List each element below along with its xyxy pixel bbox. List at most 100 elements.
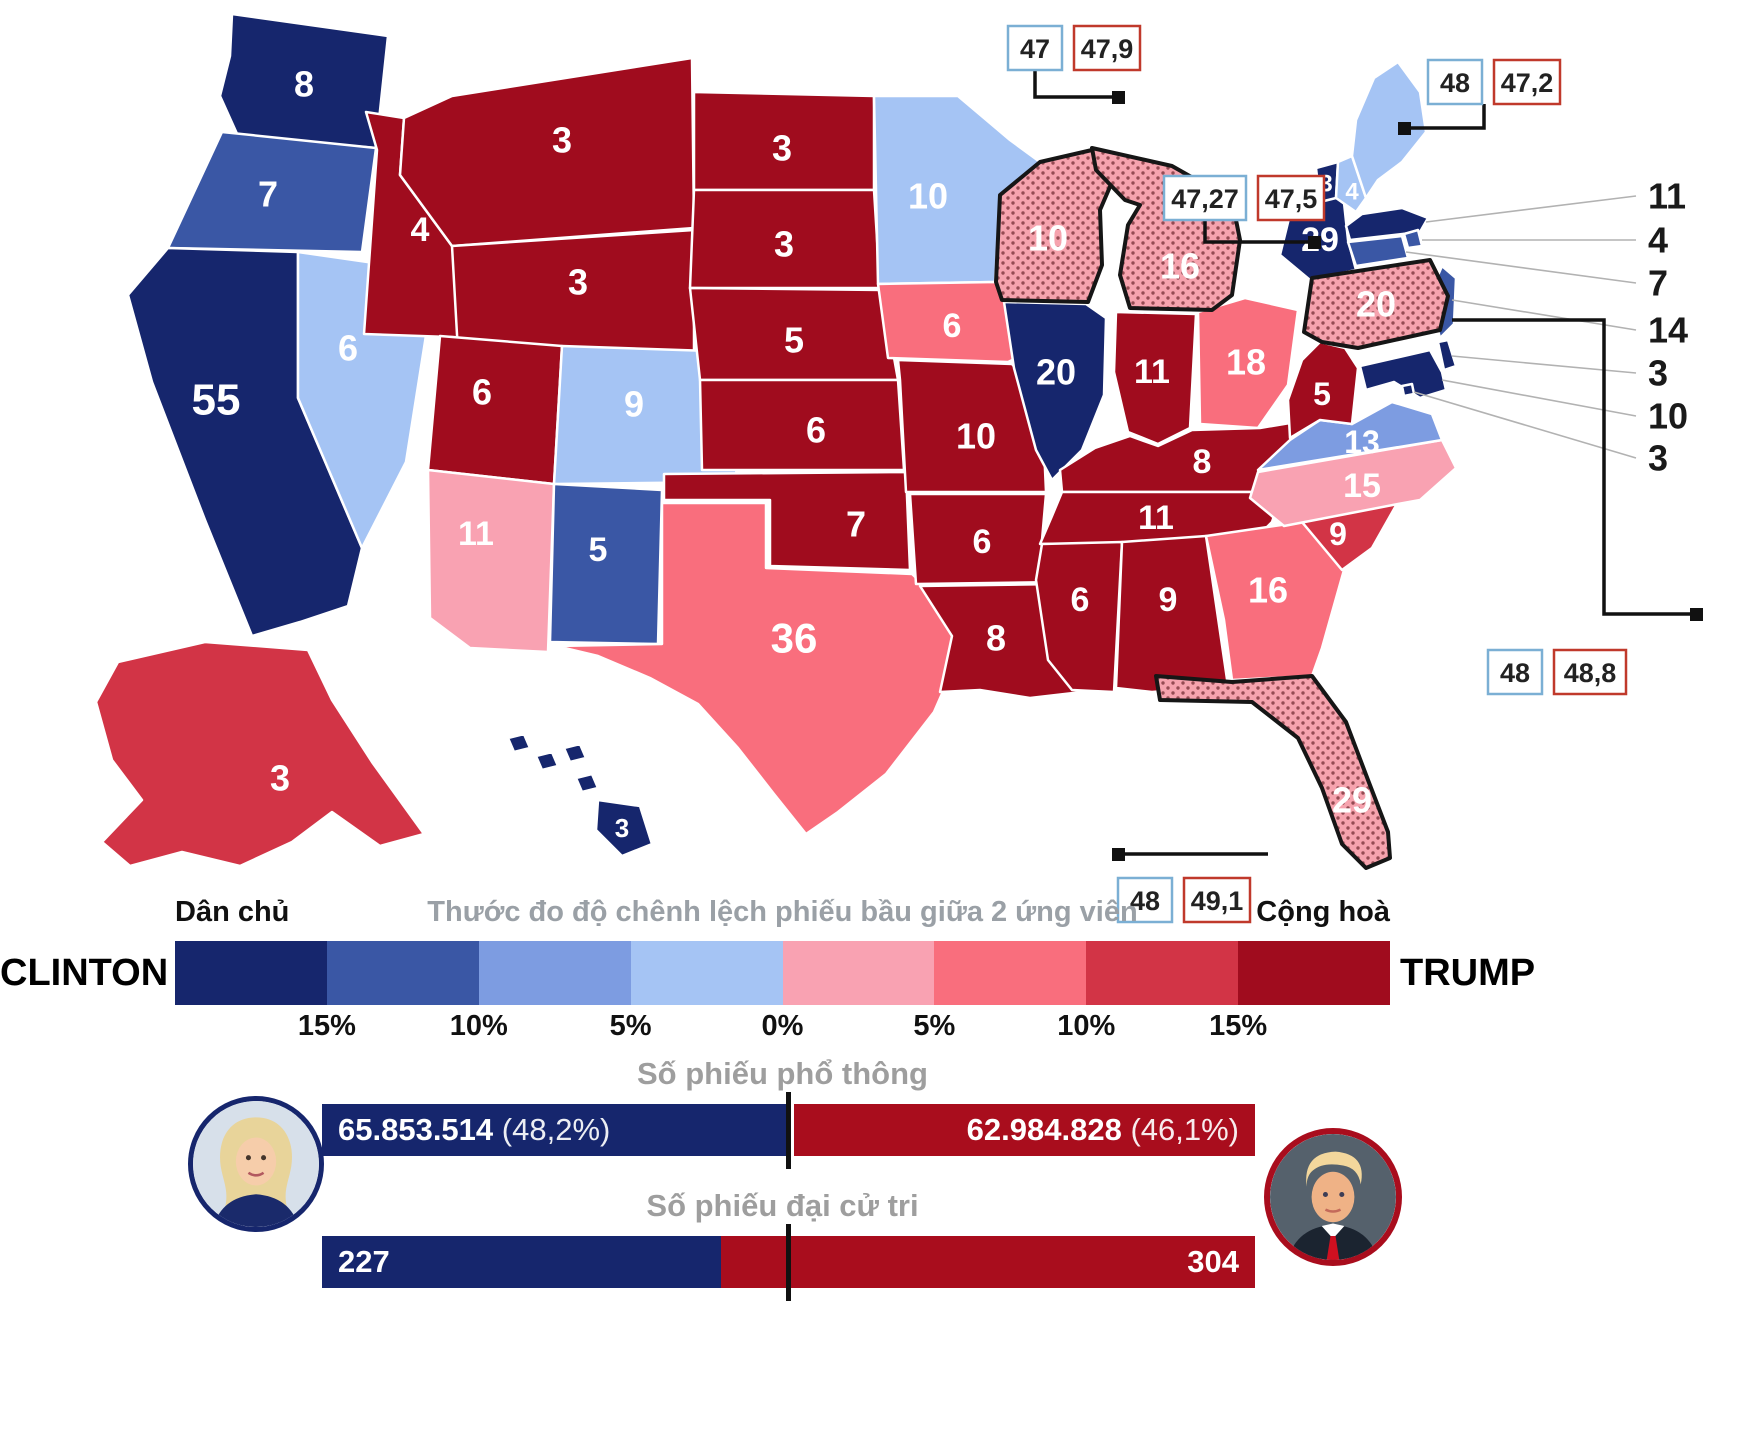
democrat-party-label: Dân chủ — [175, 896, 290, 928]
state-de — [1436, 338, 1458, 372]
state-ev-label-ms: 6 — [1071, 581, 1090, 619]
poll-callout-mi: 47,27 47,5 — [1162, 174, 1326, 249]
state-ev-label-sc: 9 — [1329, 516, 1347, 552]
clinton-portrait — [188, 1096, 324, 1232]
state-ev-label-wy: 3 — [568, 262, 588, 303]
state-ev-label-nh: 4 — [1345, 179, 1359, 206]
state-ev-label-ca: 55 — [192, 376, 241, 425]
poll-callouts-layer: 47 47,948 47,247,27 47,548 48,848 49,1 — [1006, 24, 1703, 924]
state-ct — [1346, 234, 1410, 268]
trump-photo — [1270, 1134, 1396, 1260]
trump-poll-box — [1492, 58, 1562, 106]
scale-tick-4: 5% — [913, 1010, 956, 1042]
clinton-name-label: CLINTON — [0, 952, 169, 994]
scale-tick-0: 15% — [297, 1010, 356, 1042]
clinton-electoral-bar: 227 — [322, 1236, 721, 1288]
scale-segment-rep_0 — [782, 941, 935, 1005]
clinton-poll-box — [1426, 58, 1484, 106]
state-ev-label-nm: 5 — [589, 531, 608, 569]
state-ev-label-ia: 6 — [943, 307, 962, 345]
callout-line — [1203, 220, 1308, 244]
callout-marker — [1112, 91, 1125, 104]
clinton-popular-votes: 65.853.514 — [338, 1112, 494, 1147]
state-ev-label-mi: 16 — [1160, 246, 1200, 287]
state-ev-label-la: 8 — [986, 618, 1006, 659]
state-ev-label-il: 20 — [1036, 352, 1076, 393]
clinton-poll-box — [1116, 876, 1174, 924]
callout-line — [1033, 70, 1118, 99]
small-state-ev-ri: 4 — [1648, 220, 1668, 261]
callout-line — [1410, 104, 1486, 130]
states-layer — [94, 12, 1458, 870]
scale-tick-6: 15% — [1209, 1010, 1268, 1042]
state-ev-label-ok: 7 — [846, 504, 866, 545]
republican-party-label: Cộng hoà — [1256, 896, 1390, 928]
state-ev-label-id: 4 — [411, 211, 430, 249]
state-ev-label-ga: 16 — [1248, 570, 1288, 611]
small-state-ev-ma: 11 — [1648, 176, 1686, 217]
scale-tick-3: 0% — [761, 1010, 804, 1042]
scale-segment-rep_10 — [1086, 941, 1239, 1005]
trump-poll-box — [1072, 24, 1142, 72]
scale-tick-2: 5% — [609, 1010, 652, 1042]
state-oh — [1196, 296, 1300, 430]
leader-line-ct — [1405, 251, 1637, 284]
state-ev-label-fl: 29 — [1332, 780, 1372, 821]
state-ev-label-ne: 5 — [784, 320, 804, 361]
state-ev-label-oh: 18 — [1226, 342, 1266, 383]
state-il — [1002, 300, 1108, 482]
electoral-vote-majority-marker — [786, 1224, 791, 1301]
state-ev-label-az: 11 — [458, 515, 494, 553]
state-ev-label-pa: 20 — [1356, 284, 1396, 325]
state-ev-label-tn: 11 — [1138, 499, 1174, 537]
state-ev-label-wv: 5 — [1313, 376, 1331, 412]
trump-poll-box — [1256, 174, 1326, 222]
trump-popular-votes: 62.984.828 — [966, 1112, 1122, 1147]
state-fl — [1154, 674, 1392, 870]
state-in — [1112, 310, 1198, 446]
state-ev-label-mt: 3 — [552, 120, 572, 161]
callout-line — [1452, 318, 1690, 616]
state-ev-label-hi: 3 — [615, 813, 629, 843]
state-ev-label-or: 7 — [258, 174, 278, 215]
state-mt — [398, 56, 696, 248]
state-hi — [506, 732, 654, 858]
callout-marker — [1112, 848, 1125, 861]
callout-marker — [1690, 608, 1703, 621]
poll-callout-wi: 47 47,9 — [1006, 24, 1142, 104]
state-tx — [554, 501, 964, 836]
state-md — [1358, 348, 1448, 400]
trump-electoral-bar: 304 — [721, 1236, 1255, 1288]
state-ev-label-nc: 15 — [1343, 467, 1381, 505]
state-nc — [1248, 438, 1458, 528]
state-ev-label-ks: 6 — [806, 410, 826, 451]
trump-name-label: TRUMP — [1400, 952, 1536, 994]
clinton-poll-box — [1162, 174, 1248, 222]
electoral-vote-title: Số phiếu đại cử tri — [646, 1188, 919, 1223]
scale-segment-dem_15 — [175, 941, 327, 1005]
state-ev-label-ak: 3 — [270, 758, 290, 799]
trump-poll-value: 48,8 — [1564, 658, 1617, 688]
trump-popular-vote-bar: 62.984.828 (46,1%) — [794, 1104, 1255, 1156]
state-pa — [1302, 258, 1450, 350]
trump-poll-value: 47,5 — [1265, 184, 1318, 214]
clinton-poll-box — [1006, 24, 1064, 72]
margin-scale-title: Thước đo độ chênh lệch phiếu bầu giữa 2 … — [427, 896, 1138, 928]
state-ev-label-nv: 6 — [338, 328, 358, 369]
state-ev-label-ar: 6 — [973, 523, 992, 561]
poll-callout-pa: 48 48,8 — [1452, 318, 1703, 696]
clinton-poll-value: 47,27 — [1171, 184, 1239, 214]
state-ev-label-mo: 10 — [956, 416, 996, 457]
state-ri — [1402, 228, 1424, 250]
trump-portrait — [1264, 1128, 1402, 1266]
state-dc — [1400, 382, 1416, 398]
callout-marker — [1308, 236, 1321, 249]
clinton-photo — [193, 1101, 319, 1227]
state-ev-label-wa: 8 — [294, 64, 314, 105]
state-ev-label-co: 9 — [624, 384, 644, 425]
state-ev-label-tx: 36 — [771, 615, 818, 662]
